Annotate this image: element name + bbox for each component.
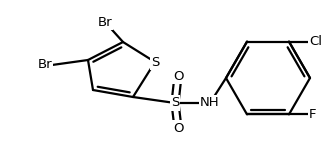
Text: O: O <box>173 122 183 135</box>
Text: S: S <box>171 97 179 109</box>
Text: Br: Br <box>37 58 52 71</box>
Text: S: S <box>151 55 159 69</box>
Text: Br: Br <box>98 16 112 29</box>
Text: O: O <box>173 69 183 82</box>
Text: F: F <box>309 108 317 121</box>
Text: Cl: Cl <box>309 35 322 48</box>
Text: NH: NH <box>200 97 220 109</box>
